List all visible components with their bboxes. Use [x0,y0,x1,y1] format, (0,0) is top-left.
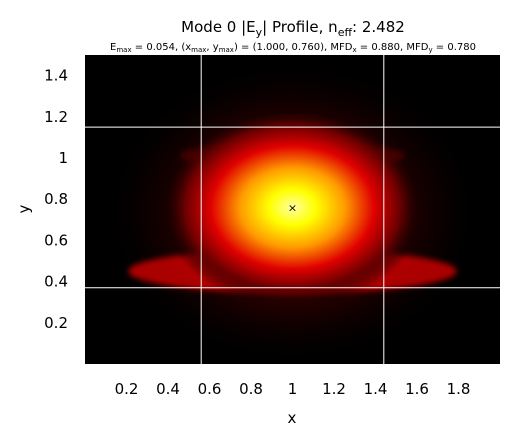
plot-area: × [85,55,500,364]
y-tick-label: 0.8 [44,190,68,208]
x-tick-label: 0.4 [156,380,180,398]
x-tick-label: 1.6 [405,380,429,398]
x-tick-label: 0.6 [198,380,222,398]
y-axis-ticks: 0.2 0.4 0.6 0.8 1 1.2 1.4 [44,67,68,332]
x-tick-label: 1.4 [364,380,388,398]
y-tick-label: 1.2 [44,108,68,126]
x-tick-label: 0.2 [115,380,139,398]
y-tick-label: 1 [58,149,68,167]
x-tick-label: 1.2 [322,380,346,398]
x-axis-label: x [288,409,297,427]
x-tick-label: 0.8 [239,380,263,398]
chart-title: Mode 0 |Ey| Profile, neff: 2.482 [181,18,405,39]
waveguide-outline [85,55,500,364]
peak-marker: × [288,201,297,214]
y-tick-label: 0.4 [44,273,68,291]
y-axis-label: y [15,204,33,213]
x-axis-ticks: 0.2 0.4 0.6 0.8 1 1.2 1.4 1.6 1.8 [115,380,471,398]
field-core [161,107,424,308]
y-tick-label: 0.2 [44,314,68,332]
y-tick-label: 0.6 [44,231,68,249]
x-tick-label: 1 [288,380,298,398]
chart-subtitle: Emax = 0.054, (xmax, ymax) = (1.000, 0.7… [110,42,476,54]
y-tick-label: 1.4 [44,67,68,85]
x-tick-label: 1.8 [447,380,471,398]
